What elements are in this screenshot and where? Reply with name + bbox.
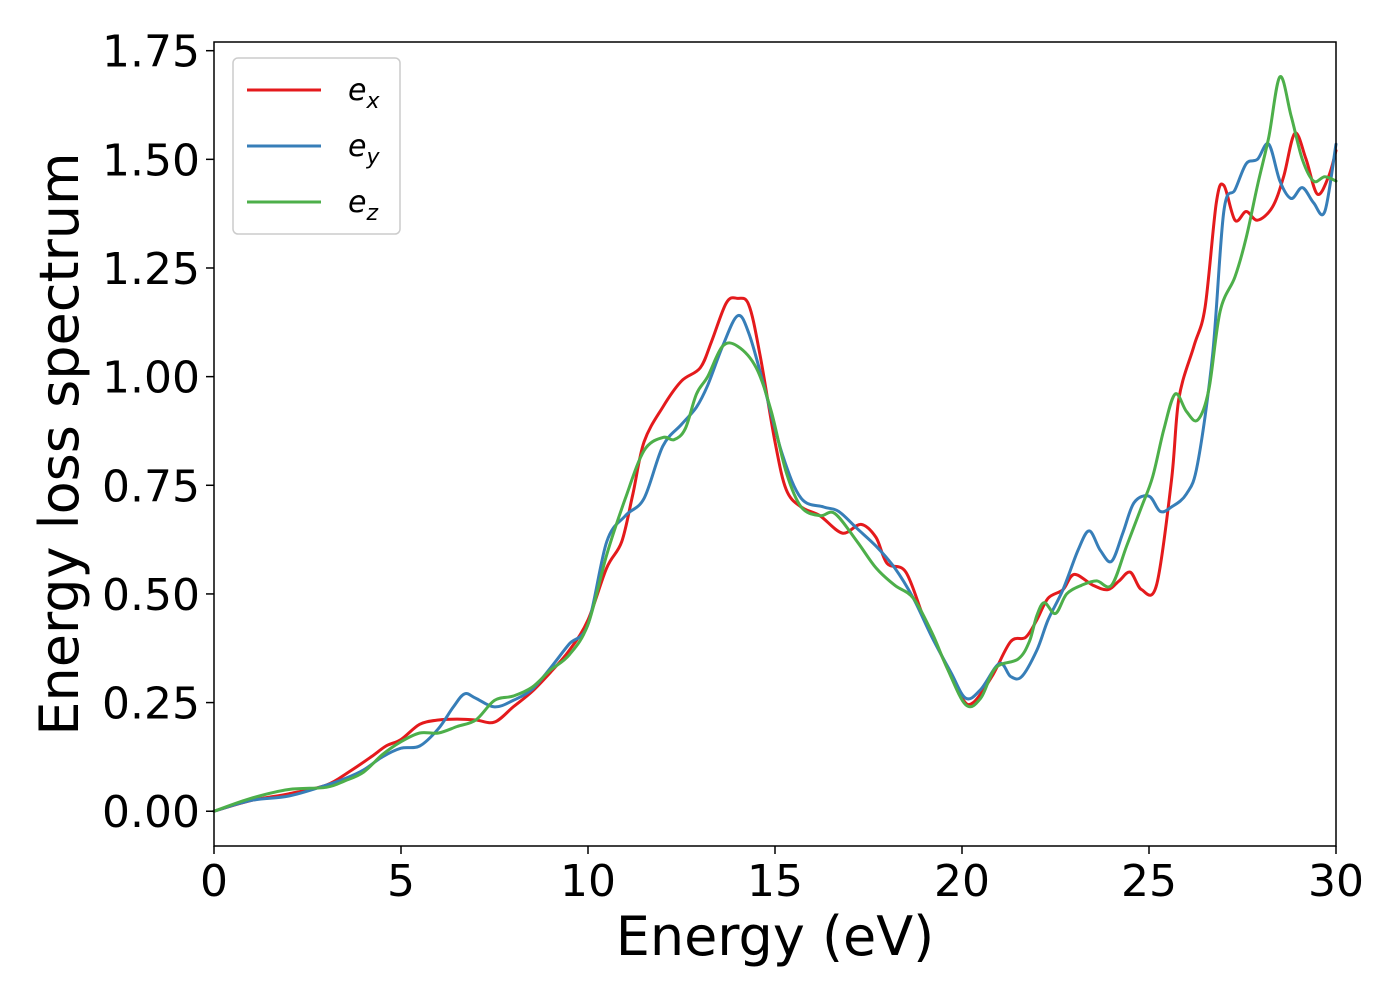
- y-axis: 0.00 0.25 0.50 0.75 1.00 1.25 1.50 1.75: [102, 27, 214, 838]
- y-tick-label: 1.25: [102, 244, 200, 295]
- legend: ex ey ez: [232, 57, 401, 235]
- y-axis-title: Energy loss spectrum: [28, 152, 91, 735]
- series-line-ez: [212, 75, 1338, 813]
- x-tick-label: 10: [560, 856, 616, 907]
- x-tick-label: 20: [934, 856, 990, 907]
- legend-label-ey: ey: [348, 129, 380, 170]
- series-line-ey: [212, 142, 1338, 813]
- x-axis: 0 5 10 15 20 25 30: [200, 846, 1364, 907]
- x-tick-label: 25: [1121, 856, 1177, 907]
- series-line-ex: [212, 131, 1338, 813]
- y-tick-label: 1.00: [102, 353, 200, 404]
- x-tick-label: 15: [747, 856, 803, 907]
- y-tick-label: 1.75: [102, 27, 200, 78]
- legend-label-ez: ez: [348, 185, 378, 226]
- y-tick-label: 0.50: [102, 570, 200, 621]
- x-tick-label: 30: [1308, 856, 1364, 907]
- y-tick-label: 1.50: [102, 135, 200, 186]
- x-tick-label: 5: [387, 856, 415, 907]
- x-tick-label: 0: [200, 856, 228, 907]
- y-tick-label: 0.00: [102, 787, 200, 838]
- y-tick-label: 0.25: [102, 679, 200, 730]
- plot-lines: [212, 75, 1338, 813]
- legend-label-ex: ex: [348, 73, 380, 114]
- x-axis-title: Energy (eV): [616, 905, 935, 968]
- y-tick-label: 0.75: [102, 461, 200, 512]
